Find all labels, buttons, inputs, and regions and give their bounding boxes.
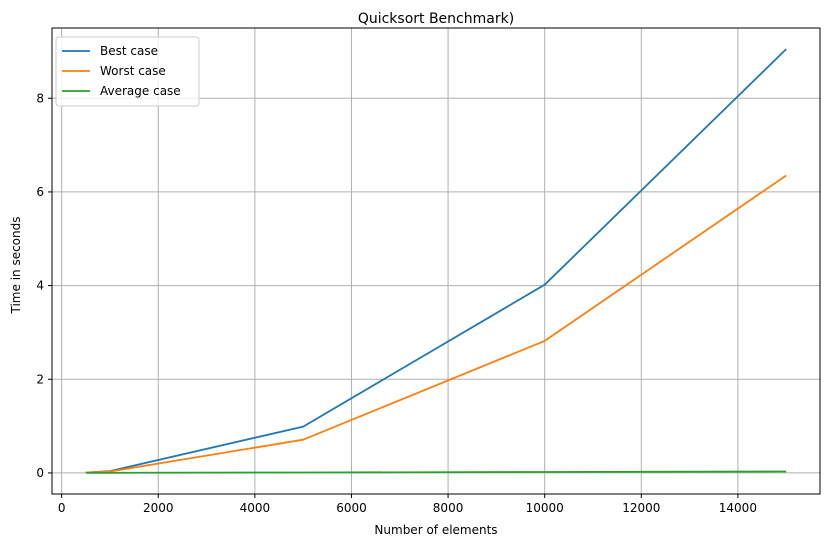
- y-tick-label: 8: [36, 91, 44, 105]
- y-tick-label: 0: [36, 466, 44, 480]
- x-tick-label: 8000: [433, 501, 464, 515]
- y-tick-label: 2: [36, 372, 44, 386]
- y-axis: 0 2 4 6 8: [36, 91, 52, 480]
- series-line-best-case: [85, 48, 787, 474]
- series-layer: [85, 48, 787, 474]
- x-tick-label: 14000: [719, 501, 757, 515]
- x-tick-label: 0: [58, 501, 66, 515]
- x-tick-label: 10000: [526, 501, 564, 515]
- x-tick-label: 2000: [143, 501, 174, 515]
- legend-box: [55, 36, 200, 107]
- series-line-worst-case: [85, 174, 787, 474]
- legend-label: Best case: [100, 44, 158, 58]
- x-tick-label: 12000: [622, 501, 660, 515]
- plot-frame: [51, 27, 821, 495]
- x-axis-label: Number of elements: [374, 523, 497, 537]
- series-line-average-case: [85, 470, 787, 474]
- legend: Best case Worst case Average case: [55, 36, 200, 107]
- chart-title: Quicksort Benchmark): [358, 11, 514, 27]
- legend-label: Worst case: [100, 64, 166, 78]
- legend-label: Average case: [100, 84, 181, 98]
- x-tick-label: 4000: [240, 501, 271, 515]
- y-tick-label: 4: [36, 279, 44, 293]
- y-axis-label: Time in seconds: [9, 217, 23, 315]
- x-axis: 0 2000 4000 6000 8000 10000 12000 14000: [58, 494, 757, 515]
- x-tick-label: 6000: [336, 501, 367, 515]
- y-tick-label: 6: [36, 185, 44, 199]
